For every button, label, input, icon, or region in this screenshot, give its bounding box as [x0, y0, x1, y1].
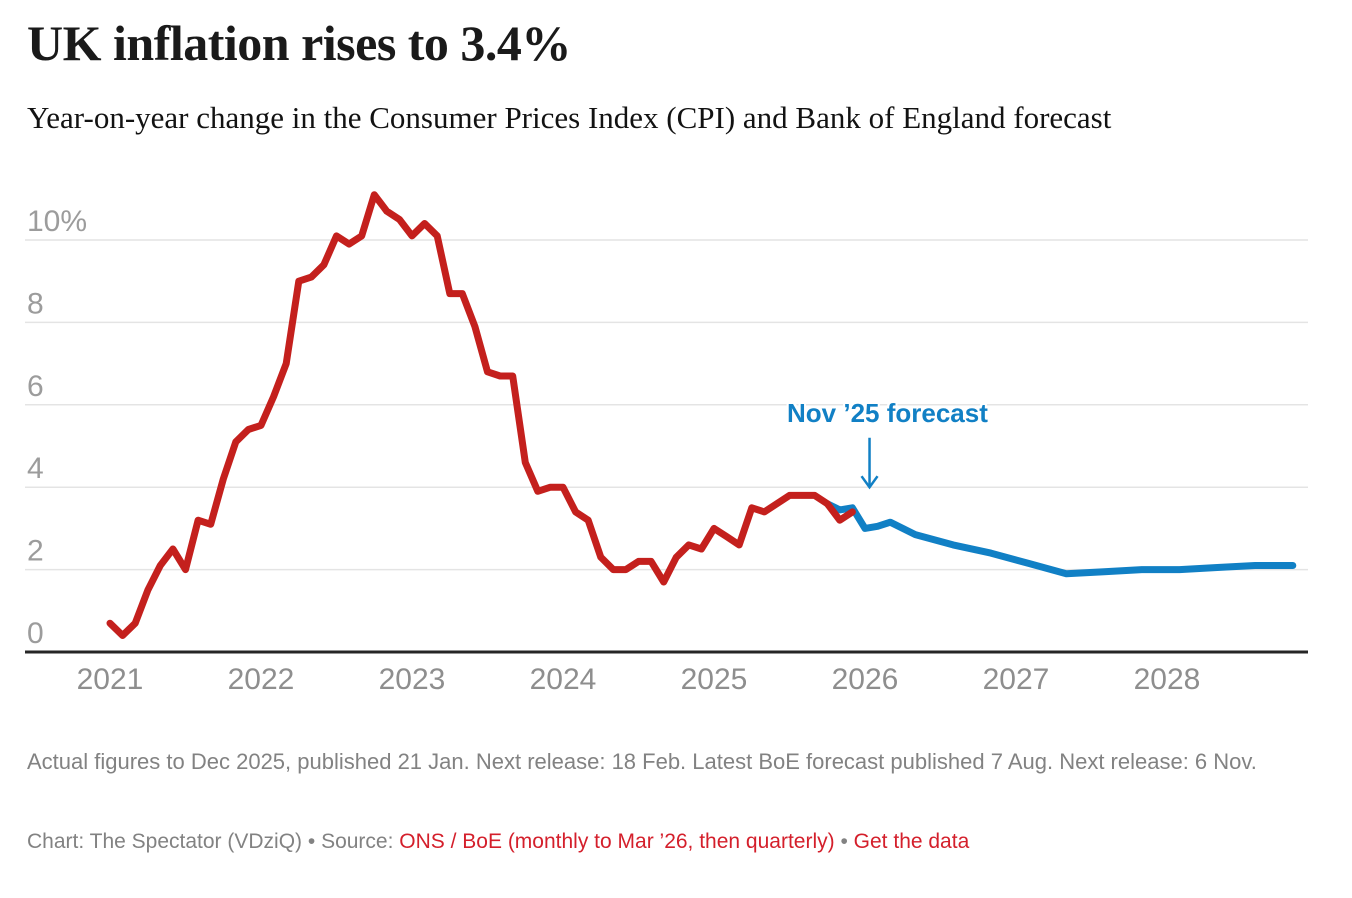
x-axis-tick-label: 2023 — [379, 663, 446, 696]
y-axis-tick-label: 4 — [27, 452, 44, 485]
series-line — [823, 500, 1297, 578]
x-axis-tick-label: 2028 — [1134, 663, 1201, 696]
chart-notes: Actual figures to Dec 2025, published 21… — [27, 749, 1257, 774]
get-the-data-link[interactable]: Get the data — [853, 830, 970, 853]
source-link[interactable]: ONS / BoE (monthly to Mar ’26, then quar… — [399, 830, 835, 853]
x-axis-tick-label: 2027 — [983, 663, 1050, 696]
page-title: UK inflation rises to 3.4% — [27, 15, 571, 71]
forecast-annotation-label: Nov ’25 forecast — [787, 398, 988, 428]
x-axis-tick-label: 2025 — [681, 663, 748, 696]
x-axis-tick-label: 2026 — [832, 663, 899, 696]
credit-source-label: Source: — [315, 830, 400, 853]
cpi-line-chart: 0 2 4 6 8 10% 2021 2022 2023 2024 2025 2026 2027 2028 — [25, 191, 1308, 696]
y-axis-tick-label: 6 — [27, 370, 44, 403]
x-axis-tick-label: 2022 — [228, 663, 295, 696]
credit-chart-byline: Chart: The Spectator (VDziQ) — [27, 830, 308, 853]
credit-bullet-1: • — [307, 830, 316, 853]
x-axis-tick-label: 2024 — [530, 663, 597, 696]
y-axis-tick-label: 8 — [27, 287, 44, 320]
annotation-arrowhead-icon — [860, 475, 879, 490]
chart-credit-line: Chart: The Spectator (VDziQ) • Source: O… — [27, 830, 1327, 854]
chart-subtitle: Year-on-year change in the Consumer Pric… — [27, 100, 1112, 135]
credit-bullet-2: • — [840, 830, 848, 853]
y-axis-tick-label: 10% — [27, 205, 87, 238]
y-axis-tick-label: 0 — [27, 617, 44, 650]
x-axis-tick-label: 2021 — [77, 663, 144, 696]
series-line — [106, 191, 856, 639]
y-axis-tick-label: 2 — [27, 535, 44, 568]
